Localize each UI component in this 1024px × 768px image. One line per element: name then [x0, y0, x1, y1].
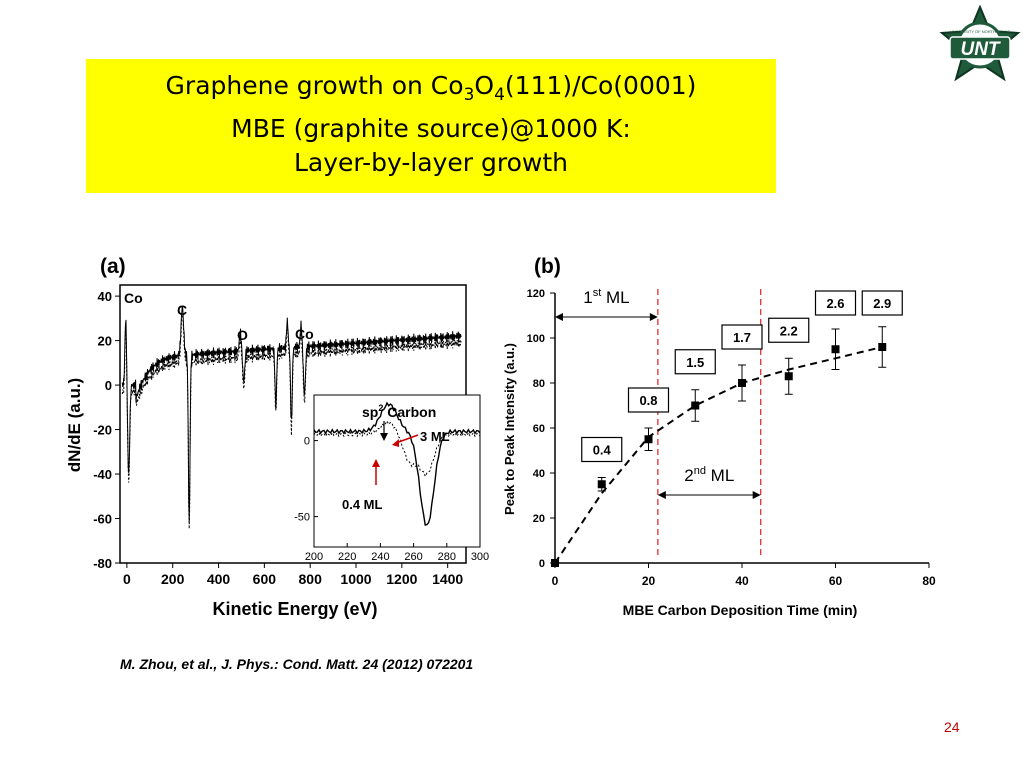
data-point — [831, 345, 840, 354]
spectrum-curve-0 — [121, 305, 462, 523]
unt-logo: UNT UNIVERSITY OF NORTH TEXAS — [939, 5, 1021, 82]
data-point — [551, 559, 559, 567]
range-arrow-head — [649, 313, 658, 321]
inset-arrow-3ml — [395, 434, 419, 444]
coverage-label: 2.9 — [873, 296, 891, 311]
data-point — [691, 401, 700, 410]
spectrum-curve-1 — [121, 314, 462, 529]
y-axis-label-b: Peak to Peak Intensity (a.u.) — [502, 343, 517, 515]
x-tick-label-a: 0 — [123, 571, 131, 587]
panel-label-a: (a) — [100, 255, 126, 278]
x-tick-label-b: 60 — [829, 574, 843, 588]
inset-y-tick-label: -50 — [294, 512, 310, 524]
x-tick-label-b: 20 — [642, 574, 656, 588]
inset-y-tick-label: 0 — [304, 436, 310, 448]
coverage-label: 0.8 — [639, 393, 657, 408]
coverage-label: 2.6 — [826, 296, 844, 311]
inset-frame — [313, 394, 481, 548]
slide-title: Graphene growth on Co3O4(111)/Co(0001) M… — [86, 59, 776, 193]
y-tick-label-b: 0 — [539, 558, 545, 570]
x-tick-label-b: 0 — [552, 574, 559, 588]
slide-number: 24 — [944, 719, 960, 735]
y-tick-label-a: 40 — [98, 289, 112, 304]
range-arrow-head — [657, 491, 666, 499]
data-point — [644, 435, 653, 444]
coverage-label: 1.7 — [733, 330, 751, 345]
coverage-label: 2.2 — [780, 323, 798, 338]
ml-label-1: 1st ML — [583, 287, 629, 307]
coverage-box — [768, 317, 810, 343]
coverage-box — [814, 290, 857, 316]
inset-x-tick-label: 200 — [305, 551, 323, 563]
data-point — [597, 480, 606, 489]
data-point — [784, 372, 793, 381]
peak-label-co-1: Co — [124, 290, 143, 306]
x-axis-label-b: MBE Carbon Deposition Time (min) — [623, 602, 858, 618]
title-line-3: Layer-by-layer growth — [293, 148, 569, 177]
intensity-chart: (b) 0 20 40 60 80 0 20 40 60 80 100 120 0.4 0.8 1.5 1.… — [502, 255, 936, 618]
citation: M. Zhou, et al., J. Phys.: Cond. Matt. 2… — [120, 656, 474, 672]
inset-x-tick-label: 300 — [471, 551, 489, 563]
y-tick-label-b: 20 — [533, 513, 545, 525]
peak-label-co-2: Co — [295, 326, 314, 342]
coverage-label: 0.4 — [593, 443, 612, 458]
y-tick-label-a: -20 — [93, 423, 112, 438]
ml-label-2: 2nd ML — [684, 465, 734, 485]
y-tick-label-b: 40 — [533, 468, 545, 480]
x-tick-label-a: 1000 — [340, 571, 371, 587]
data-point — [738, 379, 746, 387]
x-tick-label-a: 800 — [299, 571, 323, 587]
inset-x-tick-label: 260 — [404, 551, 422, 563]
coverage-box — [581, 436, 623, 463]
inset-x-tick-label: 220 — [338, 551, 356, 563]
inset-x-tick-label: 240 — [371, 551, 389, 563]
peak-label-o: O — [237, 327, 248, 343]
y-axis-label-a: dN/dE (a.u.) — [65, 378, 84, 472]
title-line-2: MBE (graphite source)@1000 K: — [231, 114, 631, 143]
range-arrow-head — [555, 313, 563, 321]
range-arrow-head — [752, 491, 761, 499]
coverage-box — [861, 290, 903, 316]
y-tick-label-b: 60 — [533, 423, 545, 435]
y-tick-label-a: -40 — [93, 467, 112, 482]
inset-label-04ml: 0.4 ML — [342, 497, 383, 512]
peak-label-c: C — [177, 302, 187, 318]
x-tick-label-a: 200 — [161, 571, 185, 587]
inset-curve-3ml — [313, 401, 481, 526]
fit-curve — [554, 346, 883, 564]
logo-text: UNT — [960, 39, 1000, 60]
x-tick-label-a: 1400 — [432, 571, 463, 587]
inset-title: sp2 Carbon — [362, 403, 436, 420]
y-tick-label-a: 0 — [105, 378, 112, 393]
coverage-box — [627, 387, 670, 413]
x-tick-label-b: 80 — [922, 574, 936, 588]
logo-ring-text: UNIVERSITY OF NORTH TEXAS — [950, 29, 1010, 34]
inset-x-tick-label: 280 — [438, 551, 456, 563]
coverage-box — [674, 349, 716, 375]
title-line-1: Graphene growth on Co3O4(111)/Co(0001) — [165, 71, 697, 105]
coverage-box — [721, 324, 763, 350]
y-tick-label-b: 100 — [527, 333, 545, 345]
y-tick-label-a: -60 — [93, 512, 112, 527]
x-tick-label-a: 1200 — [386, 571, 417, 587]
data-point — [878, 343, 887, 351]
panel-label-b: (b) — [534, 255, 561, 278]
y-tick-label-a: -80 — [93, 556, 112, 571]
x-tick-label-a: 600 — [253, 571, 277, 587]
y-tick-label-b: 120 — [527, 288, 545, 300]
inset-label-3ml: 3 ML — [420, 429, 450, 444]
x-tick-label-a: 400 — [207, 571, 231, 587]
coverage-label: 1.5 — [686, 355, 704, 370]
inset-curve-04ml — [313, 420, 481, 478]
x-axis-label-a: Kinetic Energy (eV) — [212, 599, 377, 619]
y-tick-label-b: 80 — [533, 378, 545, 390]
y-tick-label-a: 20 — [98, 334, 112, 349]
spectrum-chart: (a) 0 200 400 600 800 1000 1200 1400-80-60-40-2… — [65, 255, 489, 619]
x-tick-label-b: 40 — [735, 574, 749, 588]
